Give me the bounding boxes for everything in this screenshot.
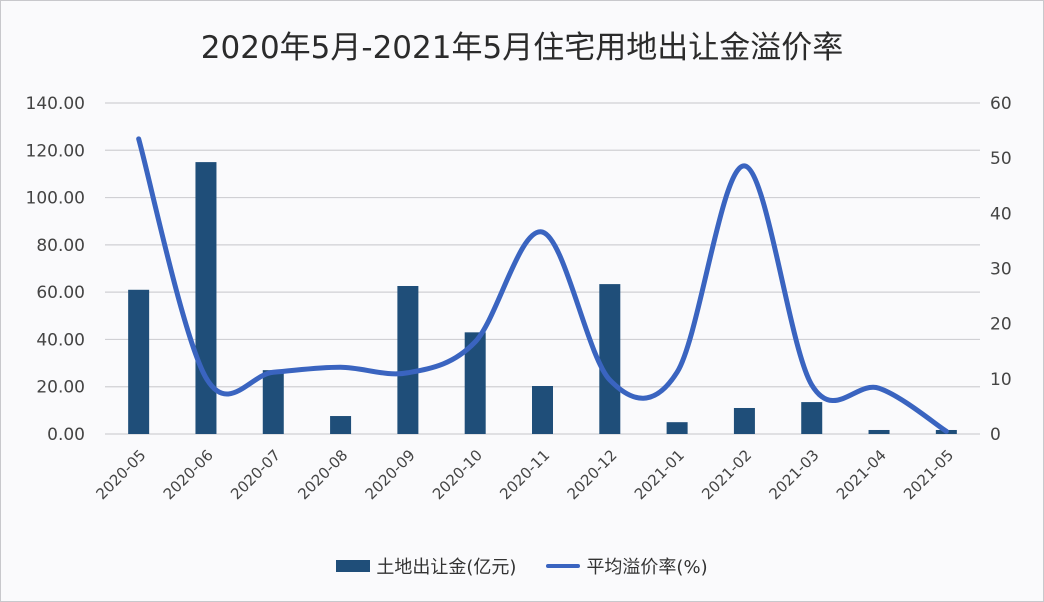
x-tick-label: 2021-05 xyxy=(900,446,957,503)
x-tick-label: 2020-11 xyxy=(496,446,553,503)
bar[interactable] xyxy=(666,422,688,434)
bar[interactable] xyxy=(599,284,621,434)
gridlines xyxy=(105,102,980,435)
bar[interactable] xyxy=(262,370,284,434)
left-tick-label: 140.00 xyxy=(26,94,85,114)
right-tick-label: 60 xyxy=(990,94,1012,114)
bar[interactable] xyxy=(195,162,217,434)
bar-swatch-icon xyxy=(336,560,371,572)
legend-line-label: 平均溢价率(%) xyxy=(586,557,708,578)
left-tick-label: 120.00 xyxy=(26,141,85,161)
bar[interactable] xyxy=(128,289,150,434)
bar[interactable] xyxy=(464,332,486,434)
x-tick-label: 2020-06 xyxy=(160,446,217,503)
legend-bar-label: 土地出让金(亿元) xyxy=(376,557,517,578)
left-tick-label: 0.00 xyxy=(47,425,85,445)
bar[interactable] xyxy=(868,429,890,434)
legend-item-bar[interactable]: 土地出让金(亿元) xyxy=(336,553,516,579)
line-series xyxy=(136,136,949,434)
left-tick-label: 60.00 xyxy=(36,283,85,303)
right-tick-label: 30 xyxy=(990,260,1012,280)
bar[interactable] xyxy=(801,402,823,434)
legend-item-line[interactable]: 平均溢价率(%) xyxy=(546,553,708,579)
x-tick-label: 2020-07 xyxy=(227,446,284,503)
bar[interactable] xyxy=(532,386,553,434)
right-tick-label: 50 xyxy=(990,149,1012,169)
right-tick-label: 10 xyxy=(990,370,1012,390)
x-tick-label: 2021-03 xyxy=(766,446,823,503)
x-tick-label: 2020-05 xyxy=(92,446,149,503)
right-tick-label: 0 xyxy=(990,425,1001,445)
left-axis-ticks: 0.00 20.00 40.00 60.00 80.00 100.00 120.00 140.… xyxy=(26,94,85,445)
x-tick-label: 2020-12 xyxy=(564,446,621,503)
left-tick-label: 20.00 xyxy=(36,378,85,398)
x-tick-label: 2021-01 xyxy=(631,446,688,503)
line-swatch-icon xyxy=(546,564,581,568)
right-tick-label: 40 xyxy=(990,204,1012,224)
x-tick-label: 2021-02 xyxy=(698,446,755,503)
bar[interactable] xyxy=(397,285,419,434)
x-axis-ticks: 2020-05 2020-06 2020-07 2020-08 2020-09 2020-… xyxy=(92,446,957,503)
bar[interactable] xyxy=(733,407,755,434)
x-tick-label: 2021-04 xyxy=(833,446,890,503)
right-tick-label: 20 xyxy=(990,315,1012,335)
x-tick-label: 2020-09 xyxy=(362,446,419,503)
left-tick-label: 40.00 xyxy=(36,330,85,350)
left-tick-label: 100.00 xyxy=(26,189,85,209)
chart-title: 2020年5月-2021年5月住宅用地出让金溢价率 xyxy=(200,30,844,66)
bar[interactable] xyxy=(330,416,352,434)
x-tick-label: 2020-08 xyxy=(294,446,351,503)
right-axis-ticks: 0 10 20 30 40 50 60 xyxy=(990,94,1012,445)
left-tick-label: 80.00 xyxy=(36,236,85,256)
bar-series xyxy=(128,162,957,434)
x-tick-label: 2020-10 xyxy=(429,446,486,503)
legend: 土地出让金(亿元) 平均溢价率(%) xyxy=(0,553,1044,579)
